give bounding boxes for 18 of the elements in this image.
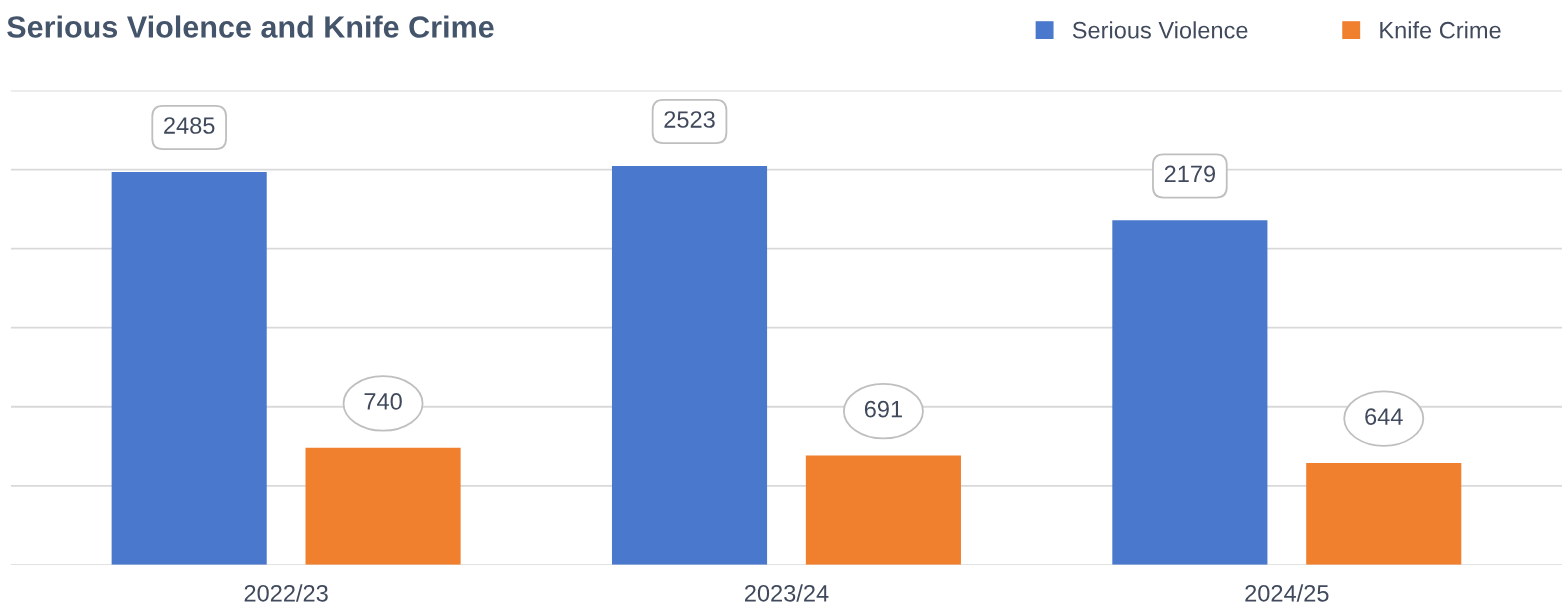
- bar: [111, 171, 267, 565]
- bar: [611, 165, 768, 565]
- bar: [1112, 220, 1268, 565]
- x-tick-label: 2022/23: [244, 584, 328, 602]
- data-label: 2179: [1164, 165, 1216, 183]
- x-tick-label: 2023/24: [744, 584, 829, 602]
- x-tick-label: 2024/25: [1245, 584, 1329, 602]
- data-label: 2485: [164, 117, 215, 134]
- bar: [1306, 463, 1462, 565]
- legend-label: Knife Crime: [1380, 21, 1501, 39]
- data-label: 691: [864, 400, 902, 418]
- data-label: 644: [1365, 408, 1403, 425]
- legend-label: Serious Violence: [1072, 21, 1248, 39]
- bar: [305, 447, 461, 565]
- data-label: 2523: [664, 111, 715, 128]
- data-label: 740: [364, 393, 402, 410]
- chart-title: Serious Violence and Knife Crime: [7, 15, 494, 38]
- bar: [805, 455, 961, 565]
